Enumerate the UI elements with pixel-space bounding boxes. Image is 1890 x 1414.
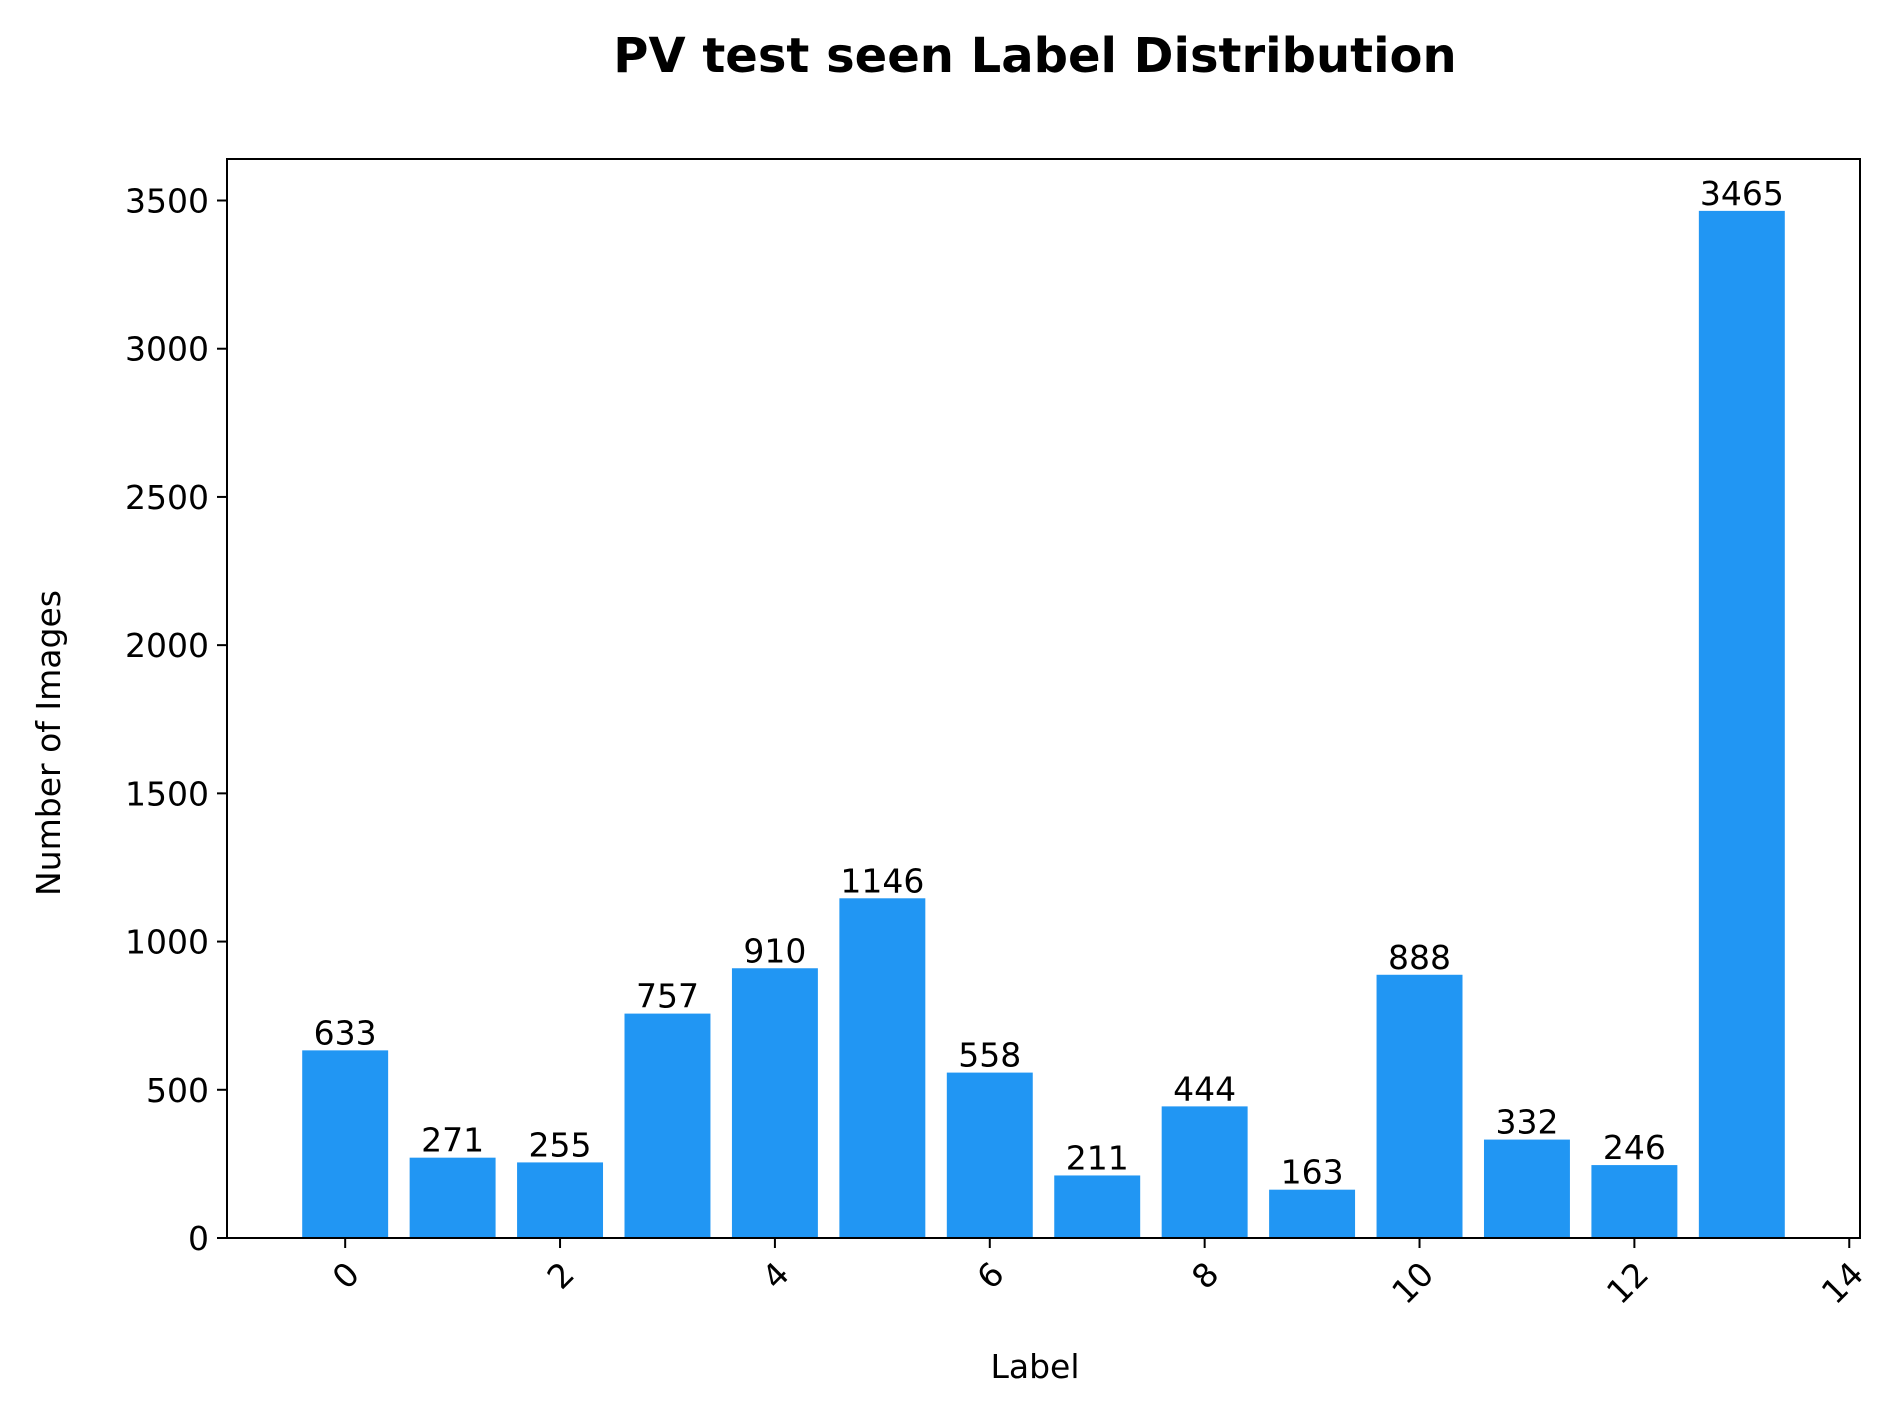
x-tick-label-14: 14 (1814, 1254, 1871, 1311)
chart-title: PV test seen Label Distribution (613, 28, 1456, 84)
x-tick-label-8: 8 (1184, 1254, 1226, 1296)
bar-6 (946, 1072, 1033, 1238)
y-tick-label-3000: 3000 (125, 330, 209, 369)
x-tick-label-2: 2 (539, 1254, 581, 1296)
bar-9 (1269, 1189, 1356, 1238)
x-tick-label-12: 12 (1599, 1254, 1656, 1311)
x-tick-label-0: 0 (325, 1254, 367, 1296)
bars-group (302, 210, 1785, 1238)
data-label-12: 246 (1603, 1128, 1666, 1167)
y-tick-label-1500: 1500 (125, 774, 209, 813)
y-axis-label: Number of Images (29, 590, 68, 896)
x-tick-label-6: 6 (969, 1254, 1011, 1296)
data-label-10: 888 (1388, 938, 1451, 977)
data-label-6: 558 (958, 1036, 1021, 1075)
x-axis-ticks: 0 2 4 6 8 10 12 14 (325, 1238, 1871, 1311)
x-tick-label-10: 10 (1384, 1254, 1441, 1311)
bar-10 (1376, 974, 1463, 1238)
y-tick-label-2000: 2000 (125, 626, 209, 665)
bar-8 (1161, 1106, 1248, 1238)
y-tick-label-0: 0 (188, 1219, 209, 1258)
x-tick-label-4: 4 (754, 1254, 796, 1296)
bar-0 (302, 1050, 389, 1238)
bar-2 (517, 1162, 604, 1238)
bar-4 (731, 968, 818, 1238)
data-label-4: 910 (743, 931, 806, 970)
x-axis-label: Label (990, 1347, 1079, 1386)
bar-1 (409, 1157, 496, 1238)
bar-11 (1483, 1139, 1570, 1238)
bar-13 (1698, 210, 1785, 1238)
data-label-9: 163 (1281, 1153, 1344, 1192)
data-label-2: 255 (529, 1125, 592, 1164)
data-labels-group: 633 271 255 757 910 1146 558 211 444 163 888 332 246… (314, 174, 1784, 1192)
bar-5 (839, 898, 926, 1238)
y-tick-label-500: 500 (146, 1071, 209, 1110)
data-label-11: 332 (1495, 1103, 1558, 1142)
data-label-7: 211 (1066, 1138, 1129, 1177)
data-label-5: 1146 (840, 861, 924, 900)
y-tick-label-2500: 2500 (125, 478, 209, 517)
data-label-3: 757 (636, 977, 699, 1016)
bar-3 (624, 1013, 711, 1238)
plot-frame (226, 158, 1861, 1239)
bar-12 (1591, 1165, 1678, 1238)
y-axis-ticks: 0 500 1000 1500 2000 2500 3000 3500 (125, 182, 227, 1258)
y-tick-label-1000: 1000 (125, 923, 209, 962)
data-label-1: 271 (421, 1121, 484, 1160)
data-label-13: 3465 (1700, 174, 1784, 213)
data-label-0: 633 (314, 1013, 377, 1052)
data-label-8: 444 (1173, 1069, 1236, 1108)
y-tick-label-3500: 3500 (125, 182, 209, 221)
bar-7 (1054, 1175, 1141, 1238)
